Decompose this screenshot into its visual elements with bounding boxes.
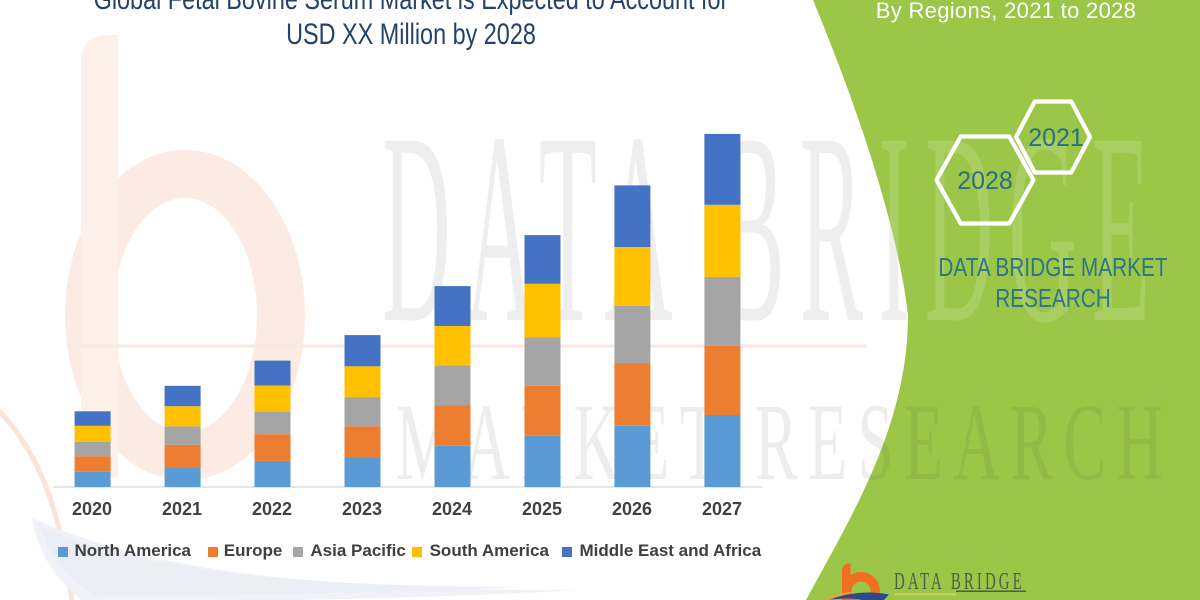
svg-text:MARKET RESEARCH: MARKET RESEARCH [396, 382, 1175, 503]
svg-text:MARKET RESEARCH: MARKET RESEARCH [894, 596, 1051, 600]
svg-text:DATA BRIDGE: DATA BRIDGE [894, 569, 1025, 595]
